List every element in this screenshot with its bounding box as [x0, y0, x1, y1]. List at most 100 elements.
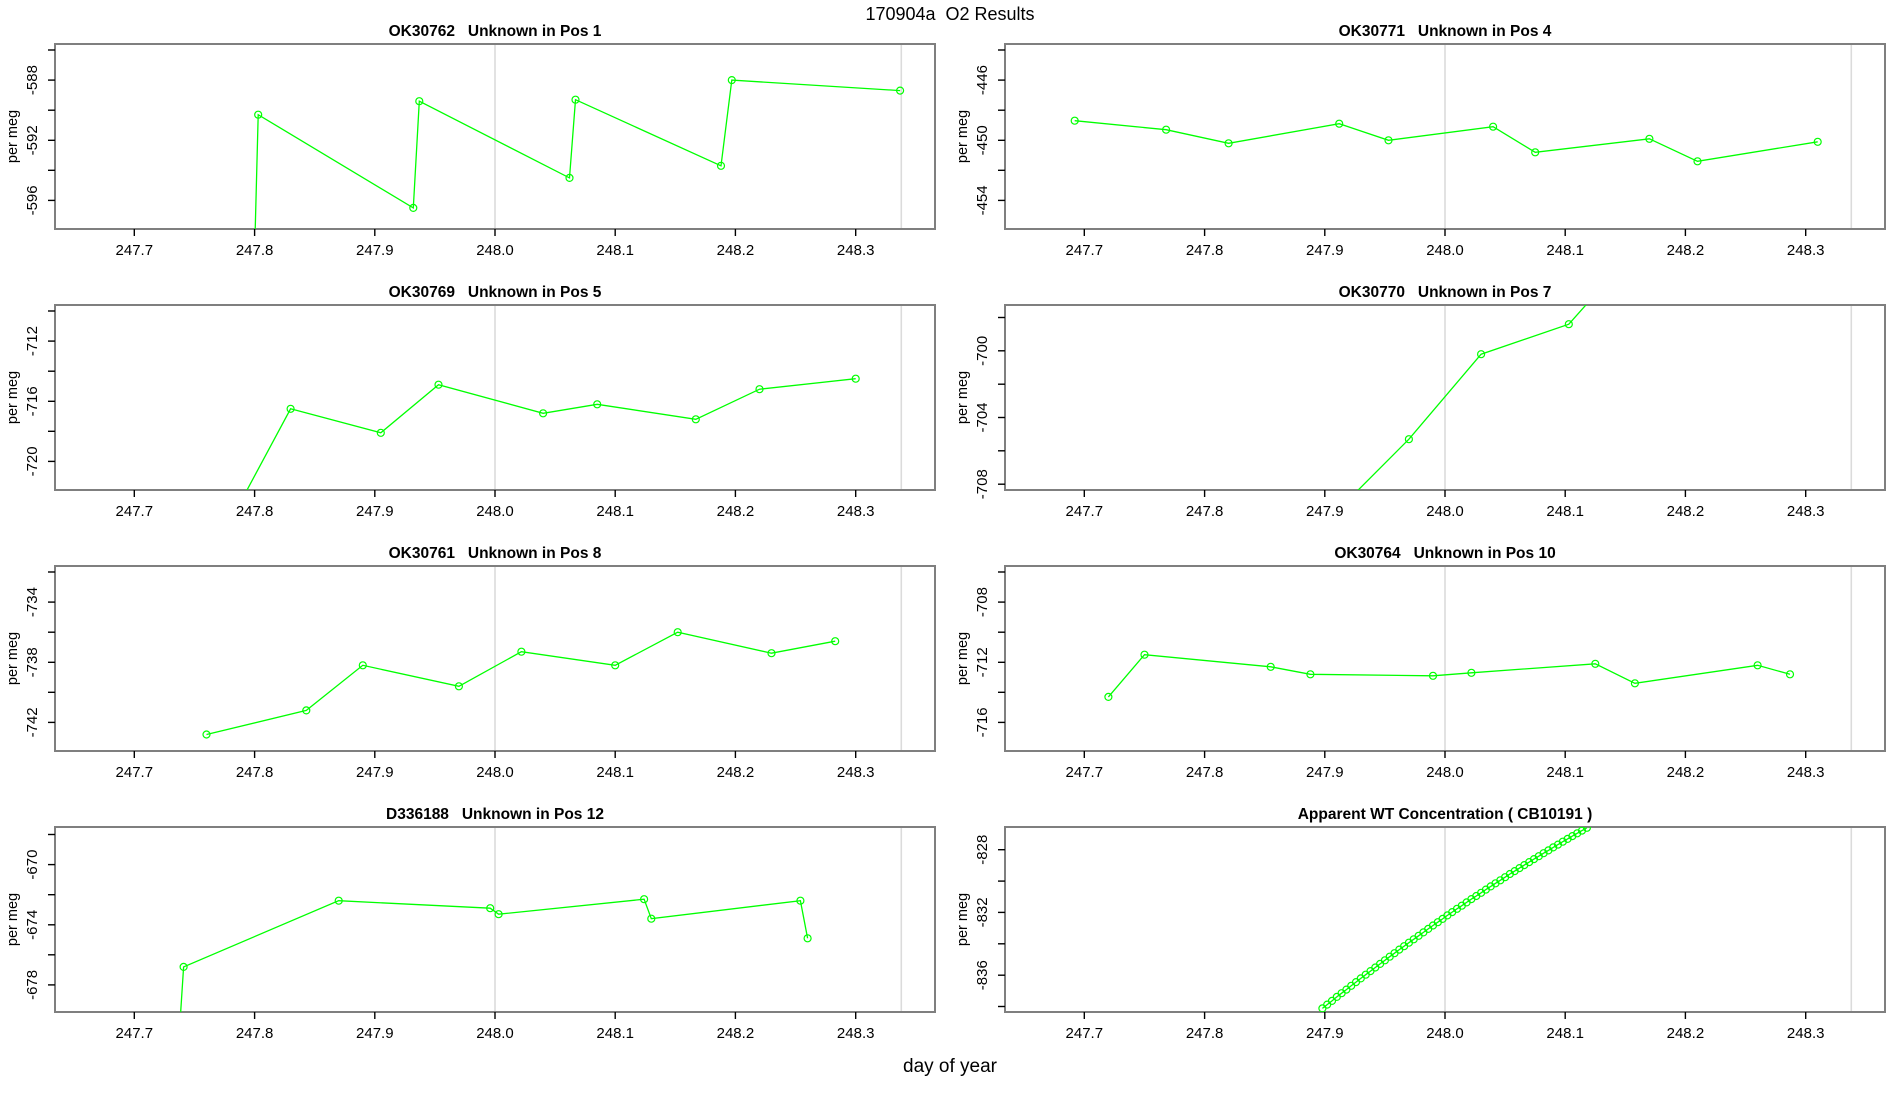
data-point: [755, 385, 764, 394]
x-tick-label: 247.9: [1306, 242, 1344, 259]
data-point: [639, 895, 649, 904]
data-point: [1224, 139, 1233, 148]
data-point: [415, 97, 424, 106]
x-tick-label: 247.7: [116, 242, 154, 259]
data-point: [1488, 122, 1498, 131]
data-point: [1467, 668, 1476, 677]
x-tick-label: 247.7: [116, 503, 154, 520]
data-point: [1531, 148, 1540, 157]
data-point: [727, 75, 736, 85]
panel-OK30762: 247.7 247.8 247.9 248.0 248.1 248.2 248.3 -596 -…: [5, 23, 936, 259]
panel-title: D336188 Unknown in Pos 12: [386, 806, 604, 823]
x-tick-label: 248.3: [837, 1025, 875, 1042]
x-tick-label: 248.2: [717, 242, 755, 259]
data-point: [1582, 827, 1591, 832]
data-point: [286, 404, 295, 413]
y-tick-label: -742: [24, 707, 41, 737]
x-tick-label: 247.9: [356, 242, 394, 259]
x-tick-label: 248.1: [1546, 764, 1584, 781]
y-tick-label: -712: [24, 326, 41, 356]
x-tick-label: 247.9: [356, 764, 394, 781]
x-tick-label: 248.0: [1426, 764, 1464, 781]
y-axis-title: per meg: [955, 371, 971, 424]
data-point: [1070, 116, 1079, 125]
x-tick-label: 248.0: [476, 1025, 514, 1042]
data-point: [1428, 671, 1438, 680]
y-tick-label: -446: [974, 65, 991, 95]
panel-OK30771: 247.7 247.8 247.9 248.0 248.1 248.2 248.3 -454 -…: [955, 23, 1886, 259]
data-point: [593, 400, 602, 409]
x-tick-label: 248.2: [1667, 242, 1705, 259]
data-point: [1573, 829, 1582, 838]
y-tick-label: -828: [974, 835, 991, 865]
panels-container: 247.7 247.8 247.9 248.0 248.1 248.2 248.3 -596 -…: [5, 23, 1886, 1042]
data-point: [1327, 996, 1337, 1005]
data-point: [1813, 137, 1822, 146]
series-line: [1321, 827, 1588, 1009]
x-tick-label: 248.1: [1546, 1025, 1584, 1042]
y-tick-label: -592: [24, 125, 41, 155]
y-tick-label: -734: [24, 587, 41, 617]
y-tick-label: -454: [974, 185, 991, 215]
x-tick-label: 247.7: [116, 1025, 154, 1042]
data-point: [1645, 134, 1654, 143]
x-tick-label: 247.9: [356, 1025, 394, 1042]
data-point: [647, 914, 656, 923]
y-axis-title: per meg: [5, 632, 21, 685]
x-tick-label: 248.3: [1787, 242, 1825, 259]
data-point: [1591, 659, 1600, 668]
data-point: [1140, 650, 1149, 659]
x-tick-label: 248.0: [476, 503, 514, 520]
panel-title: OK30769 Unknown in Pos 5: [389, 284, 602, 301]
data-point: [1693, 157, 1702, 166]
data-point: [179, 962, 188, 971]
y-tick-label: -704: [974, 402, 991, 432]
y-tick-label: -700: [974, 336, 991, 366]
x-tick-label: 248.2: [717, 764, 755, 781]
series-line: [1074, 120, 1818, 162]
data-point: [1266, 662, 1275, 671]
data-point: [494, 910, 503, 919]
x-tick-label: 247.7: [1066, 1025, 1104, 1042]
y-tick-label: -450: [974, 125, 991, 155]
y-tick-label: -674: [24, 910, 41, 940]
data-point: [895, 86, 905, 95]
data-point: [538, 409, 548, 418]
figure-title: 170904a O2 Results: [865, 4, 1035, 24]
data-point: [716, 161, 726, 170]
x-tick-label: 247.9: [1306, 503, 1344, 520]
series-line: [180, 898, 809, 1012]
x-tick-label: 247.8: [236, 503, 274, 520]
y-tick-label: -708: [974, 469, 991, 499]
x-tick-label: 248.1: [1546, 503, 1584, 520]
y-axis-title: per meg: [955, 632, 971, 685]
x-tick-label: 248.0: [1426, 242, 1464, 259]
x-tick-label: 248.0: [476, 764, 514, 781]
data-point: [565, 173, 574, 182]
series-line: [246, 378, 856, 490]
x-tick-label: 248.2: [1667, 1025, 1705, 1042]
data-point: [831, 637, 840, 646]
series-line: [1357, 305, 1587, 490]
panel-D336188: 247.7 247.8 247.9 248.0 248.1 248.2 248.3 -678 -…: [5, 806, 936, 1042]
data-point: [571, 95, 580, 104]
data-point: [851, 374, 860, 383]
y-axis-title: per meg: [955, 893, 971, 946]
data-point: [302, 706, 311, 715]
data-point: [434, 380, 443, 389]
data-point: [486, 904, 495, 913]
x-tick-label: 248.1: [1546, 242, 1584, 259]
data-point: [1162, 125, 1171, 134]
x-tick-label: 247.8: [236, 1025, 274, 1042]
x-tick-label: 248.0: [476, 242, 514, 259]
x-tick-label: 248.0: [1426, 1025, 1464, 1042]
x-tick-label: 247.8: [1186, 1025, 1224, 1042]
data-point: [611, 661, 620, 670]
panel-title: OK30770 Unknown in Pos 7: [1339, 284, 1552, 301]
y-tick-label: -716: [24, 386, 41, 416]
x-tick-label: 247.8: [1186, 242, 1224, 259]
y-tick-label: -716: [974, 707, 991, 737]
y-tick-label: -832: [974, 897, 991, 927]
y-tick-label: -588: [24, 65, 41, 95]
